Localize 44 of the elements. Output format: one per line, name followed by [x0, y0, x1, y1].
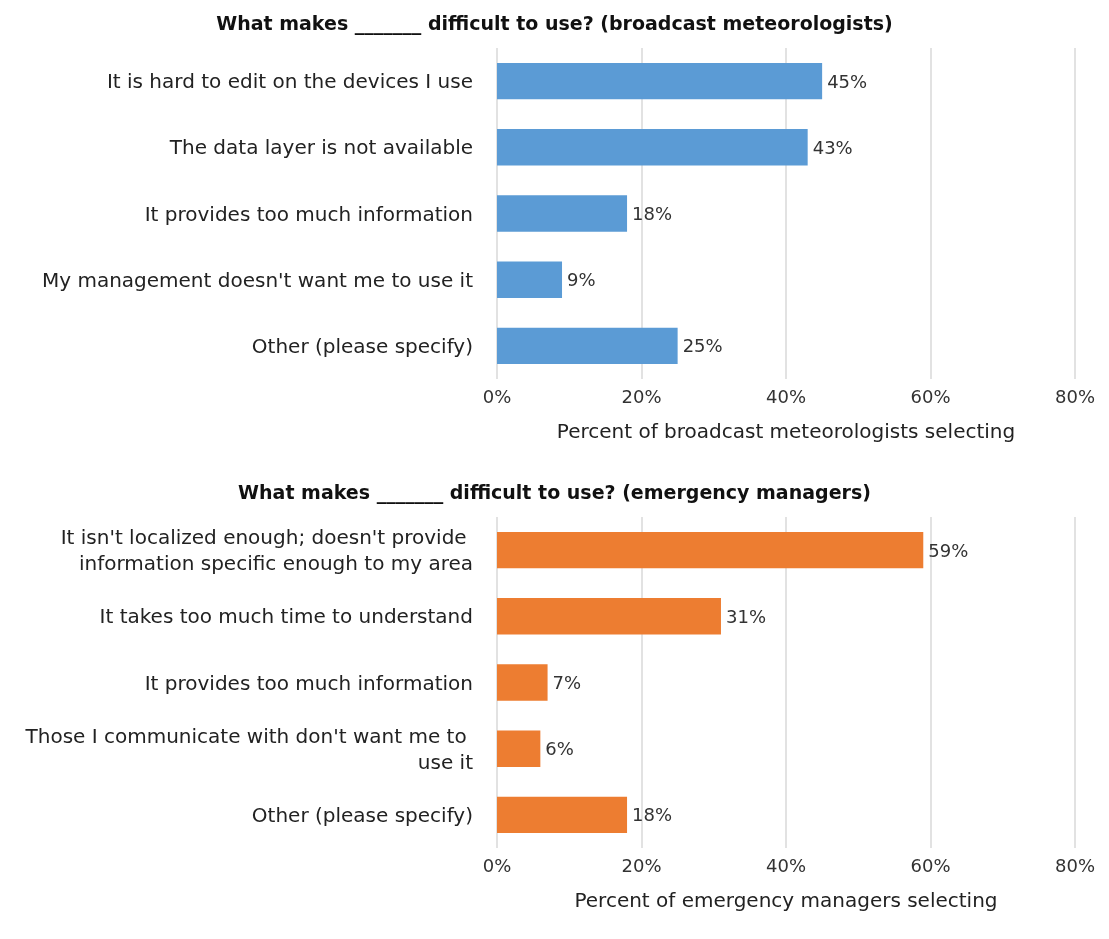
y-tick-label: Those I communicate with don't want me to use it [24, 723, 474, 774]
data-label: 18% [632, 203, 673, 224]
y-tick-label: Other (please specify) [251, 802, 473, 827]
x-tick-label: 20% [621, 854, 662, 876]
x-tick-label: 80% [1054, 854, 1096, 876]
data-label: 25% [682, 335, 723, 357]
bar [497, 195, 628, 232]
x-axis-title: Percent of broadcast meteorologists selecting [556, 419, 1016, 443]
x-tick-label: 20% [621, 385, 662, 407]
y-tick-label: It provides too much information [144, 201, 473, 226]
y-tick-label: Other (please specify) [251, 333, 473, 358]
data-label: 43% [812, 136, 853, 158]
y-tick-label: It isn't localized enough; doesn't provide information specific enough to my area [60, 525, 473, 576]
x-axis-title: Percent of emergency managers selecting [574, 888, 998, 912]
x-tick-label: 40% [765, 385, 807, 407]
bar [497, 62, 823, 100]
bar [497, 664, 548, 701]
data-label: 31% [725, 605, 766, 627]
x-tick-label: 80% [1054, 385, 1096, 407]
chart-title: What makes _______ difficult to use? (broadcast meteorologists) [216, 11, 893, 35]
data-label: 18% [632, 804, 673, 826]
bar [497, 730, 541, 767]
bar [497, 129, 808, 166]
x-tick-label: 40% [765, 854, 807, 876]
x-tick-label: 60% [910, 854, 951, 876]
x-tick-label: 60% [910, 385, 951, 407]
data-label: 9% [567, 269, 596, 291]
y-tick-label: The data layer is not available [168, 135, 473, 160]
x-tick-label: 0% [482, 854, 512, 876]
y-tick-label: It is hard to edit on the devices I use [106, 69, 473, 94]
data-label: 59% [928, 539, 969, 561]
y-tick-label: My management doesn't want me to use it [41, 267, 474, 292]
data-label: 7% [552, 672, 582, 693]
y-tick-label: It provides too much information [144, 670, 473, 695]
bar [497, 531, 924, 569]
data-label: 45% [827, 70, 868, 92]
x-tick-label: 0% [482, 385, 512, 407]
bar [497, 261, 563, 298]
y-tick-label: It takes too much time to understand [99, 604, 473, 629]
data-label: 6% [545, 738, 574, 760]
bar [497, 327, 678, 365]
chart-title: What makes _______ difficult to use? (emergency managers) [238, 480, 871, 504]
bar [497, 598, 721, 635]
bar [497, 796, 628, 834]
